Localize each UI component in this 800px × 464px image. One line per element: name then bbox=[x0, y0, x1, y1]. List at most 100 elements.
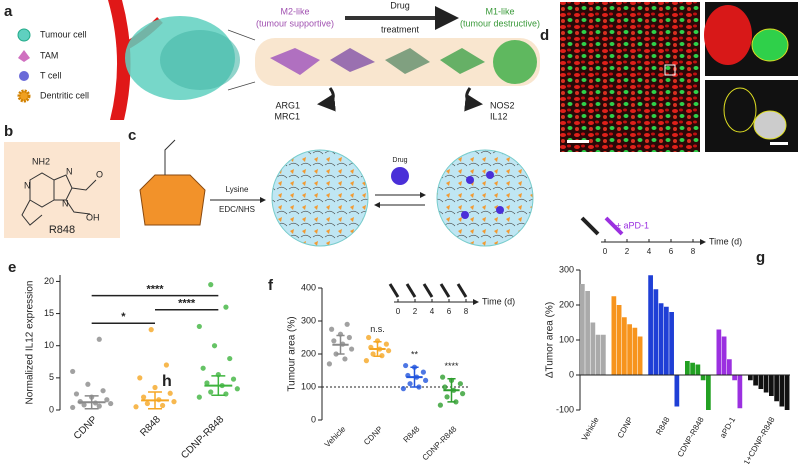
point bbox=[346, 334, 352, 341]
vessel bbox=[108, 0, 131, 120]
point bbox=[100, 388, 106, 394]
point bbox=[200, 365, 206, 371]
drug bbox=[391, 167, 409, 185]
point bbox=[104, 397, 110, 403]
y-tick-label: 20 bbox=[44, 276, 54, 286]
x-tick-label: CDNP bbox=[72, 414, 100, 442]
reagent: Lysine bbox=[226, 185, 249, 194]
point bbox=[407, 381, 413, 387]
error-bar bbox=[373, 341, 382, 358]
timeline-tick-label: 2 bbox=[413, 307, 418, 316]
bar bbox=[580, 284, 585, 375]
cell bbox=[751, 28, 789, 62]
point bbox=[196, 394, 202, 400]
bar bbox=[669, 312, 674, 375]
tam bbox=[440, 48, 485, 74]
bar bbox=[721, 336, 727, 375]
timeline-tick-label: 8 bbox=[691, 247, 696, 256]
label: NOS2 bbox=[490, 100, 515, 110]
point bbox=[403, 362, 409, 369]
panel-letter: g bbox=[756, 249, 765, 266]
bar bbox=[769, 375, 774, 396]
syringe bbox=[604, 216, 624, 236]
structure bbox=[21, 172, 97, 226]
point bbox=[137, 375, 143, 381]
label: M1-like bbox=[485, 6, 514, 16]
x-tick-label: R848 bbox=[402, 424, 422, 444]
panel-letter: a bbox=[4, 3, 13, 20]
x-tick-label: CDNP-R848 bbox=[179, 414, 226, 461]
structure bbox=[164, 139, 176, 175]
syringe bbox=[580, 216, 600, 236]
error-bar bbox=[336, 334, 345, 355]
nanoparticle bbox=[271, 149, 369, 247]
point bbox=[457, 381, 463, 387]
cell bbox=[704, 5, 752, 65]
bar bbox=[758, 375, 764, 389]
treatment-label: ± aPD-1 bbox=[616, 220, 649, 230]
point bbox=[171, 399, 177, 405]
point bbox=[234, 386, 240, 392]
bar bbox=[690, 362, 695, 375]
point bbox=[366, 334, 372, 341]
label: M2-like bbox=[280, 6, 309, 16]
zoom-line bbox=[227, 29, 256, 91]
compound-name: R848 bbox=[49, 224, 75, 236]
atom: N bbox=[24, 180, 31, 190]
roi bbox=[664, 64, 676, 76]
point bbox=[437, 402, 443, 408]
bar bbox=[763, 375, 769, 393]
scale-bar bbox=[770, 142, 788, 145]
panel-letter: e bbox=[8, 259, 16, 276]
bar bbox=[616, 305, 622, 375]
significance: **** bbox=[178, 298, 196, 310]
x-tick-label: aPD-1+CDNP-R848 bbox=[733, 415, 777, 464]
point bbox=[442, 384, 448, 390]
y-axis-label: Tumour area (%) bbox=[287, 316, 298, 391]
arrow bbox=[317, 87, 336, 112]
bar bbox=[611, 296, 617, 375]
icon bbox=[19, 71, 29, 81]
error-bar bbox=[84, 395, 99, 410]
point bbox=[363, 358, 369, 364]
point bbox=[144, 400, 150, 407]
drug bbox=[461, 211, 469, 219]
point bbox=[344, 321, 350, 327]
y-tick-label: 100 bbox=[301, 381, 316, 391]
significance: * bbox=[121, 311, 126, 323]
syringe bbox=[456, 283, 468, 298]
bar bbox=[706, 375, 711, 410]
y-tick-label: 200 bbox=[301, 348, 316, 358]
syringe bbox=[388, 283, 400, 298]
atom: N bbox=[66, 166, 73, 176]
label: Drug bbox=[392, 157, 407, 164]
label: (tumour supportive) bbox=[256, 18, 334, 28]
y-tick-label: 300 bbox=[559, 264, 574, 274]
tumour bbox=[160, 30, 240, 90]
y-tick-label: 10 bbox=[44, 340, 54, 350]
bar bbox=[727, 359, 732, 375]
timeline-tick-label: 4 bbox=[430, 307, 435, 316]
bar bbox=[627, 324, 632, 375]
x-tick-label: R848 bbox=[138, 414, 163, 439]
point bbox=[85, 381, 91, 387]
x-tick-label: CDNP-R848 bbox=[421, 424, 459, 462]
bar bbox=[716, 329, 722, 375]
significance: **** bbox=[146, 283, 164, 295]
error-bar bbox=[447, 378, 456, 403]
legend-label: Tumour cell bbox=[40, 29, 87, 39]
panel-letter: d bbox=[540, 27, 549, 44]
panel-b: NH2 N N N O OH R848 bbox=[4, 142, 120, 238]
label: Drug bbox=[390, 0, 410, 10]
point bbox=[152, 384, 158, 391]
icon bbox=[17, 89, 31, 103]
point bbox=[160, 402, 166, 409]
bar bbox=[585, 291, 590, 375]
point bbox=[386, 348, 392, 354]
point bbox=[163, 362, 169, 368]
y-tick-label: 200 bbox=[559, 299, 574, 309]
point bbox=[223, 304, 229, 310]
point bbox=[230, 376, 237, 382]
